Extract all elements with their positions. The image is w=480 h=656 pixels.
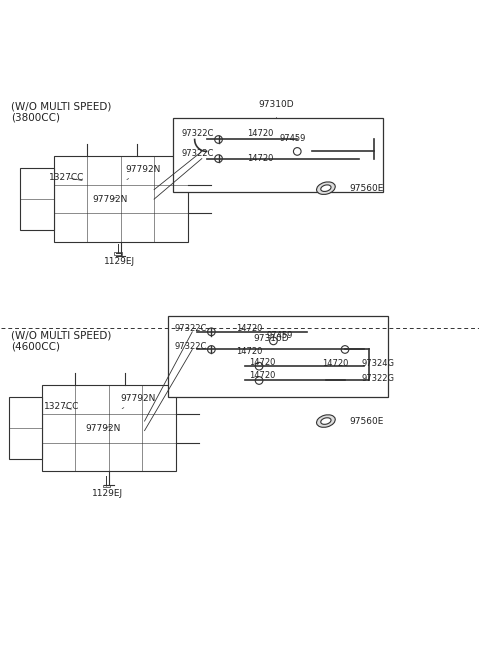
Bar bbox=[9, 397, 42, 459]
Text: 97560E: 97560E bbox=[350, 184, 384, 193]
Bar bbox=[168, 316, 388, 397]
Bar bbox=[115, 252, 122, 255]
Text: 97310D: 97310D bbox=[253, 335, 289, 343]
Ellipse shape bbox=[321, 185, 331, 192]
Text: 97792N: 97792N bbox=[125, 165, 161, 180]
Text: 97322G: 97322G bbox=[362, 374, 395, 382]
Text: 97792N: 97792N bbox=[92, 195, 127, 203]
Bar bbox=[54, 156, 188, 242]
Text: 14720: 14720 bbox=[247, 129, 274, 138]
Text: 14720: 14720 bbox=[236, 347, 263, 356]
Text: 97322C: 97322C bbox=[174, 342, 206, 351]
Text: 97792N: 97792N bbox=[120, 394, 156, 409]
Text: 1327CC: 1327CC bbox=[49, 173, 84, 182]
Text: 97792N: 97792N bbox=[85, 424, 120, 433]
Text: 97560E: 97560E bbox=[350, 417, 384, 426]
Bar bbox=[42, 385, 176, 471]
Text: 97459: 97459 bbox=[279, 134, 305, 143]
Bar bbox=[173, 118, 383, 192]
Ellipse shape bbox=[316, 415, 335, 427]
Bar bbox=[21, 168, 54, 230]
Text: 1129EJ: 1129EJ bbox=[104, 252, 135, 266]
Text: 14720: 14720 bbox=[322, 359, 348, 368]
Text: 14720: 14720 bbox=[250, 358, 276, 367]
Text: 97322C: 97322C bbox=[174, 325, 206, 333]
Ellipse shape bbox=[321, 418, 331, 424]
Ellipse shape bbox=[316, 182, 335, 194]
Text: 97459: 97459 bbox=[266, 331, 293, 340]
Text: 97322C: 97322C bbox=[181, 150, 214, 158]
Text: (W/O MULTI SPEED)
(4600CC): (W/O MULTI SPEED) (4600CC) bbox=[11, 331, 111, 352]
Bar bbox=[103, 485, 110, 487]
Text: 97324G: 97324G bbox=[362, 359, 395, 368]
Text: 1129EJ: 1129EJ bbox=[92, 484, 123, 499]
Text: 14720: 14720 bbox=[247, 154, 274, 163]
Text: 97322C: 97322C bbox=[181, 129, 214, 138]
Text: 97310D: 97310D bbox=[258, 100, 294, 110]
Text: 1327CC: 1327CC bbox=[44, 402, 80, 411]
Text: 14720: 14720 bbox=[236, 325, 263, 333]
Text: 14720: 14720 bbox=[250, 371, 276, 380]
Text: (W/O MULTI SPEED)
(3800CC): (W/O MULTI SPEED) (3800CC) bbox=[11, 101, 111, 123]
